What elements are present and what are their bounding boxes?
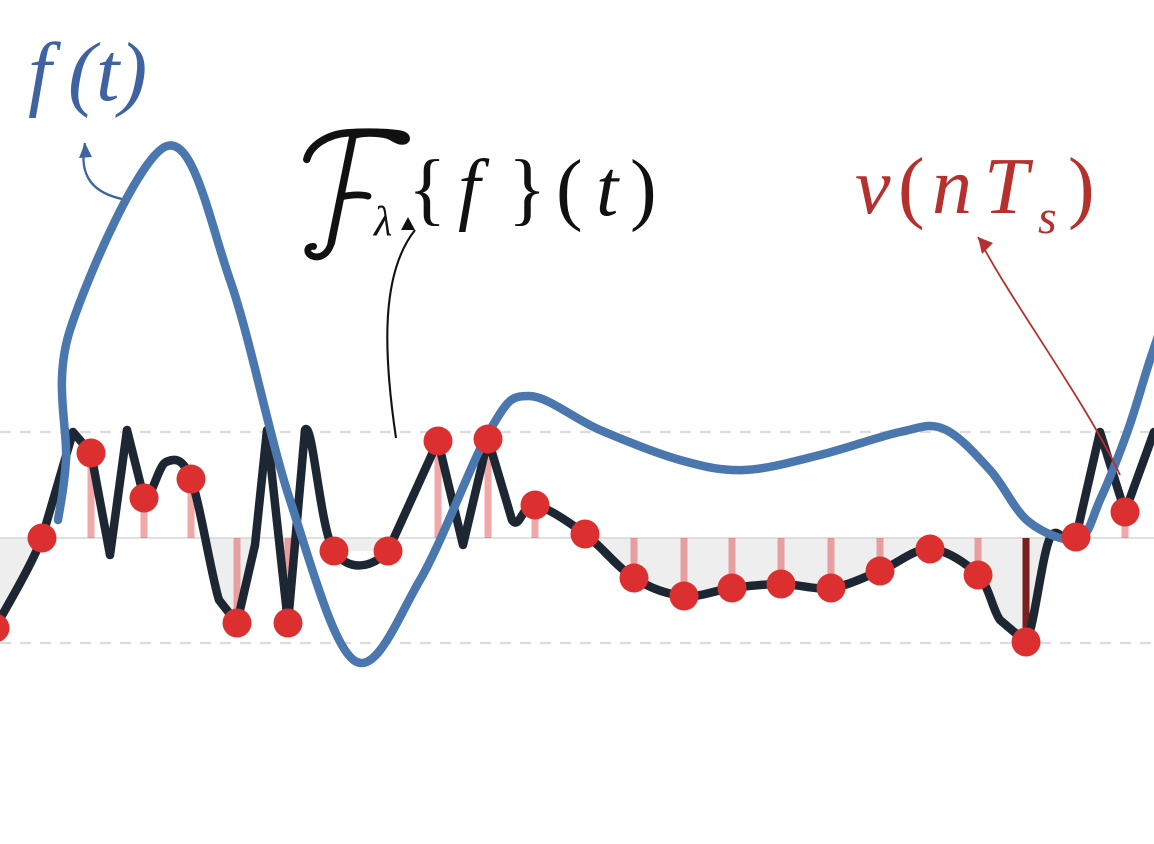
svg-text:): ) <box>1068 143 1095 231</box>
svg-text:}: } <box>508 145 546 233</box>
svg-text:{: { <box>408 145 446 233</box>
svg-text:(t): (t) <box>68 26 147 119</box>
svg-text:): ) <box>630 145 657 233</box>
svg-text:λ: λ <box>372 199 392 245</box>
svg-text:T: T <box>984 143 1034 231</box>
svg-text:n: n <box>932 143 972 231</box>
svg-text:(: ( <box>898 143 925 231</box>
svg-text:t: t <box>596 145 620 233</box>
svg-text:(: ( <box>556 145 583 233</box>
svg-text:s: s <box>1038 191 1057 244</box>
svg-text:v: v <box>855 143 891 231</box>
